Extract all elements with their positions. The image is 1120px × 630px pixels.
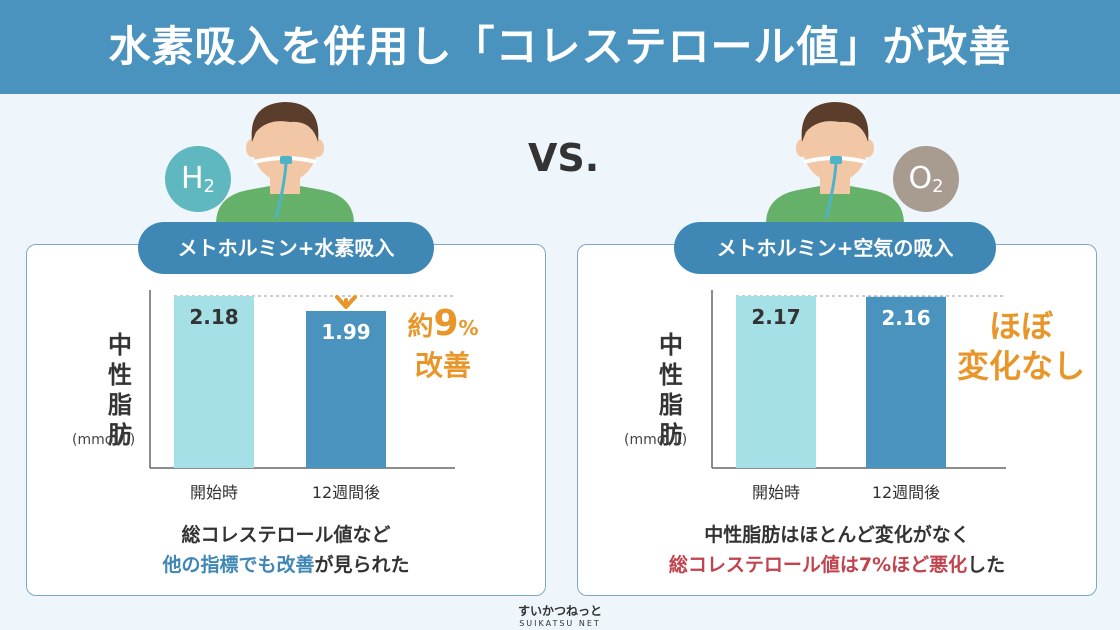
left-caption: 総コレステロール値など 他の指標でも改善が見られた xyxy=(162,524,410,576)
right-caption: 中性脂肪はほとんど変化がなく 総コレステロール値は7%ほど悪化した xyxy=(668,524,1006,576)
left-caption-highlight: 他の指標でも改善 xyxy=(162,554,315,576)
vs-label: VS. xyxy=(528,136,600,180)
left-y-axis-label: 中性脂肪 xyxy=(108,331,132,449)
person-hydrogen-illustration xyxy=(216,102,354,224)
brand-logo: すいかつねっと SUIKATSU NET xyxy=(517,604,602,628)
left-panel xyxy=(26,244,546,596)
right-y-axis-label: 中性脂肪 xyxy=(659,331,683,449)
page-title: 水素吸入を併用し「コレステロール値」が改善 xyxy=(108,22,1012,71)
oxygen-badge-icon: O2 xyxy=(893,146,959,212)
right-result-annotation: ほぼ 変化なし xyxy=(956,307,1085,385)
right-panel xyxy=(577,244,1097,596)
title-banner: 水素吸入を併用し「コレステロール値」が改善 xyxy=(0,0,1120,94)
left-y-axis-unit: (mmol/L) xyxy=(72,432,136,448)
right-y-axis-unit: (mmol/L) xyxy=(624,432,688,448)
left-result-annotation: 約9% 改善 xyxy=(407,303,479,383)
right-caption-highlight: 総コレステロール値は7%ほど悪化 xyxy=(668,554,968,576)
hydrogen-badge-icon: H2 xyxy=(165,146,231,212)
right-group-label: メトホルミン+空気の吸入 xyxy=(674,222,996,274)
left-group-label: メトホルミン+水素吸入 xyxy=(138,222,434,274)
person-air-illustration xyxy=(766,102,904,224)
